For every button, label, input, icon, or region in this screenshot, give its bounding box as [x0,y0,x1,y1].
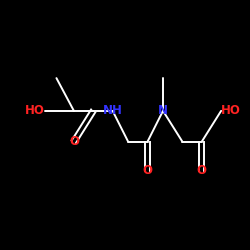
Text: O: O [197,164,207,177]
Text: NH: NH [103,104,122,117]
Text: N: N [158,104,168,117]
Text: O: O [69,135,79,148]
Text: HO: HO [25,104,45,117]
Text: HO: HO [221,104,241,117]
Text: O: O [142,164,152,177]
